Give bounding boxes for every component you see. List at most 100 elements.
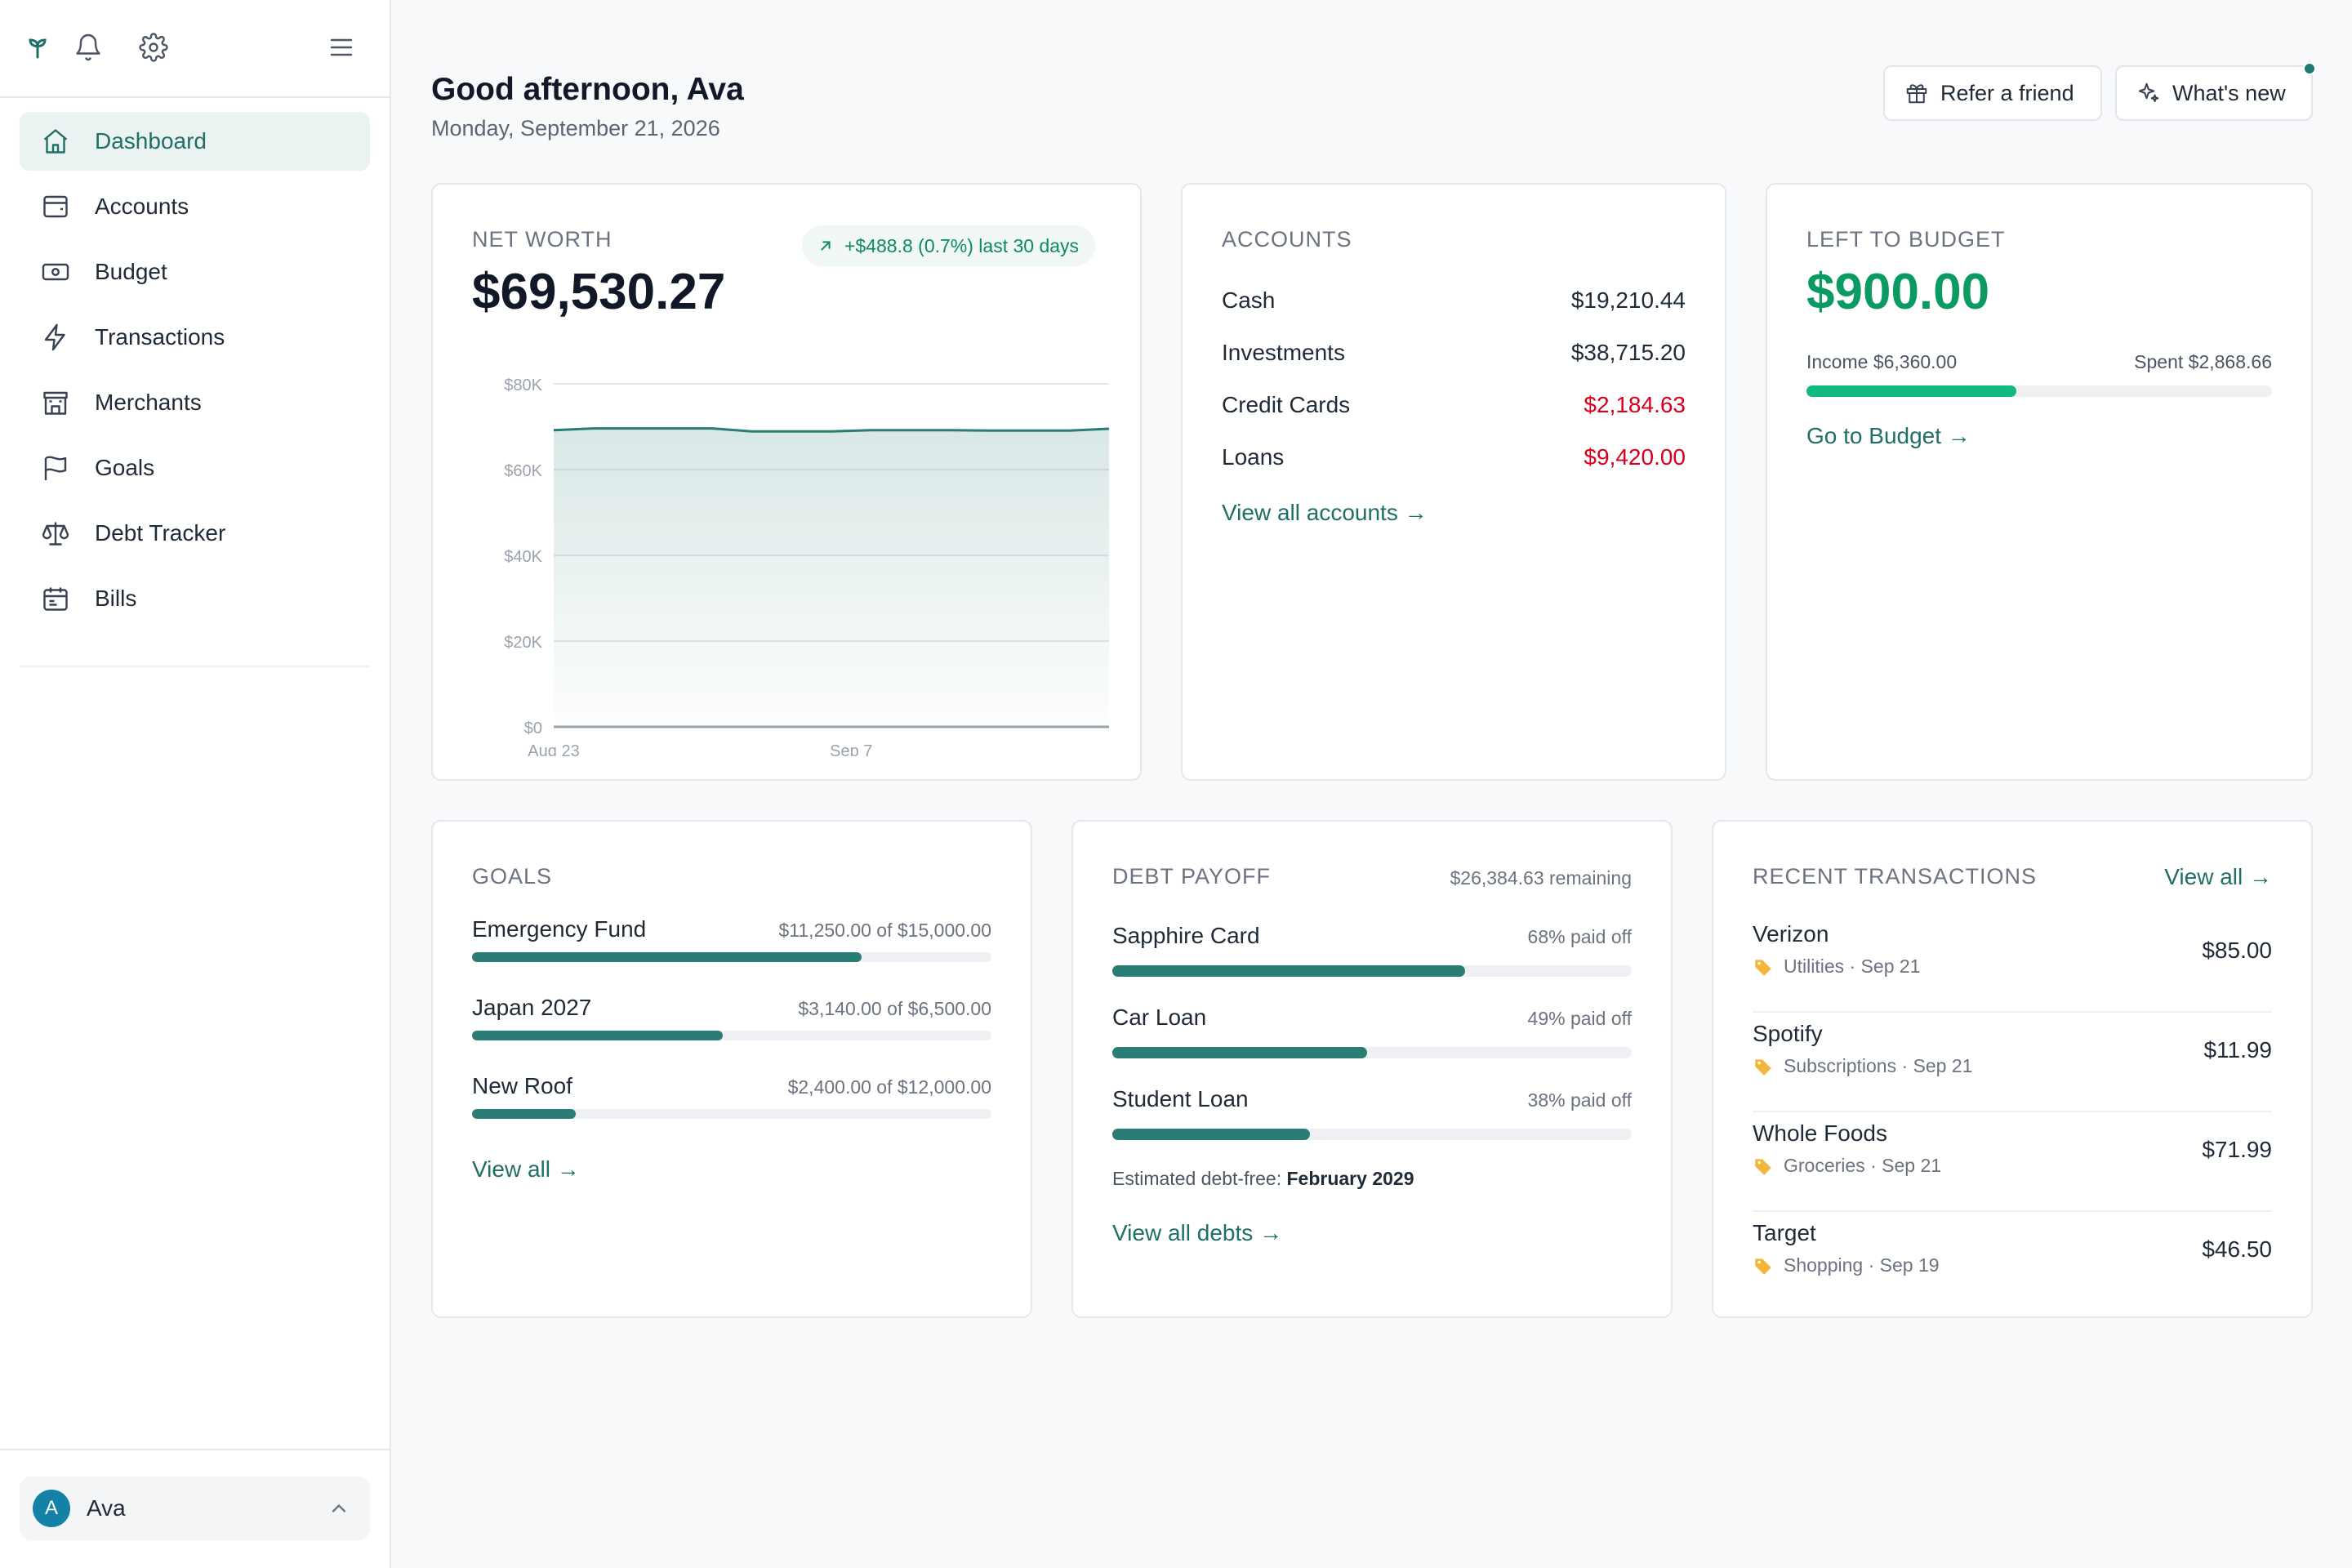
wallet-icon [43, 195, 68, 218]
whats-new-label: What's new [2172, 80, 2286, 105]
goal-row[interactable]: Emergency Fund $11,250.00 of $15,000.00 [472, 916, 991, 973]
chart-y-tick-label: $20K [504, 634, 542, 652]
account-row-loans[interactable]: Loans $9,420.00 [1222, 441, 1686, 474]
net-worth-change-badge: +$488.8 (0.7%) last 30 days [802, 225, 1096, 266]
net-worth-change: +$488.8 (0.7%) last 30 days [844, 234, 1080, 256]
gear-icon[interactable] [139, 33, 168, 62]
chart-y-tick-label: $0 [524, 719, 542, 737]
home-icon [43, 129, 68, 154]
whats-new-button[interactable]: What's new [2115, 62, 2316, 121]
debt-row[interactable]: Sapphire Card 68% paid off [1112, 923, 1632, 985]
transaction-row[interactable]: Whole Foods Groceries · Sep 21 $71.99 [1753, 1112, 2272, 1212]
nav-label: Goals [95, 455, 155, 480]
hamburger-menu-icon[interactable] [327, 33, 356, 62]
debt-free-date: February 2029 [1286, 1168, 1414, 1189]
transaction-row[interactable]: Spotify Subscriptions · Sep 21 $11.99 [1753, 1013, 2272, 1112]
debt-row[interactable]: Student Loan 38% paid off [1112, 1086, 1632, 1148]
budget-progress-fill [1806, 385, 2017, 397]
transaction-amount: $11.99 [2203, 1037, 2272, 1062]
debt-name: Sapphire Card [1112, 923, 1260, 948]
debt-payoff-card: DEBT PAYOFF $26,384.63 remaining Sapphir… [1071, 820, 1673, 1318]
recent-transactions-card: RECENT TRANSACTIONS View all → Verizon U… [1712, 820, 2313, 1318]
sidebar-divider [20, 666, 370, 667]
nav-label: Bills [95, 586, 137, 611]
debt-paid-pct: 68% paid off [1527, 926, 1632, 947]
nav-item-bills[interactable]: Bills [20, 569, 370, 628]
debt-progress-bar [1112, 965, 1632, 977]
gift-icon [1906, 84, 1927, 104]
transaction-category-date: Shopping · Sep 19 [1784, 1254, 1940, 1276]
nav-item-budget[interactable]: Budget [20, 243, 370, 301]
debt-row[interactable]: Car Loan 49% paid off [1112, 1004, 1632, 1067]
goal-row[interactable]: Japan 2027 $3,140.00 of $6,500.00 [472, 995, 991, 1052]
user-name: Ava [87, 1495, 126, 1521]
transaction-category-date: Groceries · Sep 21 [1784, 1155, 1942, 1176]
transaction-meta: Groceries · Sep 21 [1753, 1155, 1941, 1177]
calendar-icon [43, 587, 68, 611]
notification-dot [2303, 62, 2316, 75]
nav-label: Transactions [95, 324, 225, 350]
account-amount: $2,184.63 [1584, 392, 1686, 417]
transaction-category-date: Subscriptions · Sep 21 [1784, 1055, 1973, 1076]
account-row-cash[interactable]: Cash $19,210.44 [1222, 284, 1686, 317]
sidebar: Dashboard Accounts Budget Transactions M… [0, 0, 391, 1568]
transaction-merchant: Spotify [1753, 1021, 1823, 1046]
goal-name: New Roof [472, 1073, 572, 1098]
debt-name: Student Loan [1112, 1086, 1249, 1111]
nav-item-goals[interactable]: Goals [20, 439, 370, 497]
account-row-investments[interactable]: Investments $38,715.20 [1222, 336, 1686, 369]
go-to-budget-link[interactable]: Go to Budget → [1806, 423, 1971, 448]
chart-series-line [553, 427, 1110, 433]
sprout-logo-icon[interactable] [23, 33, 52, 62]
nav-item-accounts[interactable]: Accounts [20, 177, 370, 236]
chevron-up-icon [332, 1503, 346, 1512]
account-amount: $9,420.00 [1584, 444, 1686, 470]
nav-item-transactions[interactable]: Transactions [20, 308, 370, 367]
goal-progress-bar [472, 1109, 991, 1119]
view-all-goals-link[interactable]: View all → [472, 1156, 580, 1182]
budget-income: Income $6,360.00 [1806, 351, 1958, 372]
nav-label: Debt Tracker [95, 520, 226, 546]
goals-card: GOALS Emergency Fund $11,250.00 of $15,0… [431, 820, 1032, 1318]
debt-remaining: $26,384.63 remaining [1450, 867, 1633, 889]
view-all-accounts-link[interactable]: View all accounts → [1222, 500, 1428, 525]
transaction-row[interactable]: Verizon Utilities · Sep 21 $85.00 [1753, 913, 2272, 1013]
nav-item-merchants[interactable]: Merchants [20, 373, 370, 432]
card-label: ACCOUNTS [1222, 227, 1352, 252]
chart-x-tick-label: Sep 7 [830, 742, 872, 756]
transaction-category-date: Utilities · Sep 21 [1784, 956, 1921, 977]
view-all-debts-link[interactable]: View all debts → [1112, 1220, 1283, 1245]
nav-label: Accounts [95, 194, 189, 219]
chart-area-fill [554, 428, 1109, 727]
debt-progress-bar [1112, 1047, 1632, 1058]
bell-icon[interactable] [74, 33, 103, 62]
view-all-transactions-link[interactable]: View all → [2164, 864, 2272, 889]
transaction-merchant: Whole Foods [1753, 1120, 1887, 1146]
page-title: Good afternoon, Ava [431, 72, 744, 107]
debt-paid-pct: 49% paid off [1527, 1008, 1632, 1029]
tag-icon [1755, 1258, 1771, 1275]
budget-progress-bar [1806, 385, 2272, 397]
sparkles-icon [2138, 82, 2159, 102]
tag-icon [1755, 1058, 1771, 1076]
account-amount: $38,715.20 [1570, 340, 1686, 365]
chart-x-tick-label: Aug 23 [528, 742, 579, 756]
transaction-meta: Utilities · Sep 21 [1753, 956, 1920, 978]
net-worth-card: NET WORTH +$488.8 (0.7%) last 30 days $6… [431, 183, 1142, 781]
card-label: DEBT PAYOFF [1112, 864, 1272, 889]
debt-progress-fill [1112, 965, 1466, 977]
transaction-meta: Subscriptions · Sep 21 [1753, 1055, 1972, 1077]
goal-row[interactable]: New Roof $2,400.00 of $12,000.00 [472, 1073, 991, 1130]
nav-label: Merchants [95, 390, 202, 415]
nav-item-dashboard[interactable]: Dashboard [20, 112, 370, 171]
nav-item-debt-tracker[interactable]: Debt Tracker [20, 504, 370, 563]
refer-friend-button[interactable]: Refer a friend [1883, 65, 2102, 121]
account-name: Credit Cards [1222, 392, 1351, 417]
debt-progress-bar [1112, 1129, 1632, 1140]
user-menu-button[interactable]: A Ava [20, 1477, 370, 1540]
goal-amount: $2,400.00 of $12,000.00 [787, 1076, 991, 1098]
lightning-icon [44, 323, 65, 351]
account-row-credit-cards[interactable]: Credit Cards $2,184.63 [1222, 389, 1686, 421]
tag-icon [1755, 1158, 1771, 1175]
transaction-row[interactable]: Target Shopping · Sep 19 $46.50 [1753, 1212, 2272, 1312]
